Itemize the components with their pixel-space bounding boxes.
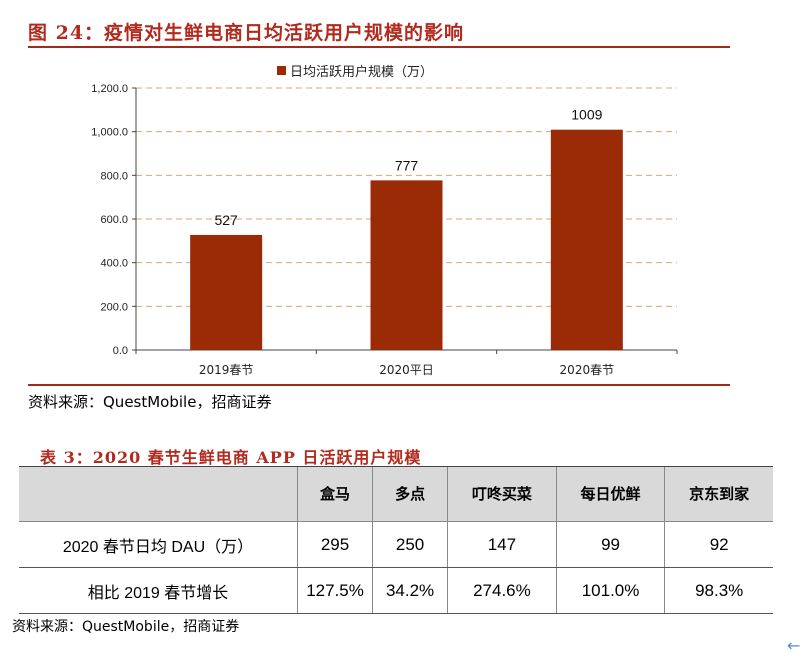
table-header-cell: 多点 [372, 467, 449, 522]
figure-title: 图 24：疫情对生鲜电商日均活跃用户规模的影响 [28, 22, 465, 44]
table-cell: 99 [556, 521, 666, 568]
table-cell: 相比 2019 春节增长 [19, 567, 298, 614]
table-header-row: 盒马 多点 叮咚买菜 每日优鲜 京东到家 [19, 467, 773, 522]
table-source: 资料来源：QuestMobile，招商证券 [12, 619, 240, 635]
table-row: 2020 春节日均 DAU（万） 295 250 147 99 92 [19, 521, 773, 568]
y-tick-label: 600.0 [100, 214, 128, 226]
table-header-cell: 京东到家 [664, 467, 773, 522]
table-cell: 2020 春节日均 DAU（万） [19, 521, 298, 568]
table-cell: 250 [372, 521, 449, 568]
y-tick-label: 1,000.0 [91, 127, 128, 139]
data-label: 777 [395, 157, 419, 173]
chart-bottom-divider [28, 384, 730, 386]
table-title: 表 3：2020 春节生鲜电商 APP 日活跃用户规模 [40, 448, 422, 467]
table-header-cell: 叮咚买菜 [447, 467, 557, 522]
legend-label: 日均活跃用户规模（万） [290, 64, 433, 80]
table-header-cell [19, 467, 298, 522]
table-cell: 274.6% [447, 567, 557, 614]
x-tick-label: 2020春节 [560, 363, 615, 377]
back-arrow-icon[interactable]: ← [787, 636, 801, 655]
dau-table: 盒马 多点 叮咚买菜 每日优鲜 京东到家 2020 春节日均 DAU（万） 29… [19, 467, 773, 614]
bar [370, 180, 443, 350]
data-label: 527 [214, 212, 238, 228]
table-title-divider [19, 466, 773, 467]
table-row: 相比 2019 春节增长 127.5% 34.2% 274.6% 101.0% … [19, 567, 773, 614]
x-tick-label: 2019春节 [199, 363, 254, 377]
y-tick-label: 0.0 [113, 345, 128, 357]
legend-swatch [277, 66, 286, 75]
y-tick-label: 400.0 [100, 258, 128, 270]
y-tick-label: 200.0 [100, 301, 128, 313]
y-tick-label: 1,200.0 [91, 83, 128, 95]
title-divider [28, 46, 730, 48]
x-tick-label: 2020平日 [379, 363, 434, 377]
bar [550, 129, 623, 350]
table-cell: 92 [664, 521, 773, 568]
figure-source: 资料来源：QuestMobile，招商证券 [28, 393, 272, 411]
table-cell: 101.0% [556, 567, 666, 614]
table-cell: 98.3% [664, 567, 773, 614]
table-cell: 127.5% [297, 567, 374, 614]
table-cell: 34.2% [372, 567, 449, 614]
bar [190, 234, 263, 350]
table-cell: 295 [297, 521, 374, 568]
table-cell: 147 [447, 521, 557, 568]
table-header-cell: 盒马 [297, 467, 374, 522]
table-header-cell: 每日优鲜 [556, 467, 666, 522]
bar-chart: 0.0 200.0 400.0 600.0 800.0 1,000.0 1,200.0 52… [91, 64, 678, 377]
data-label: 1009 [571, 107, 602, 123]
y-tick-label: 800.0 [100, 170, 128, 182]
